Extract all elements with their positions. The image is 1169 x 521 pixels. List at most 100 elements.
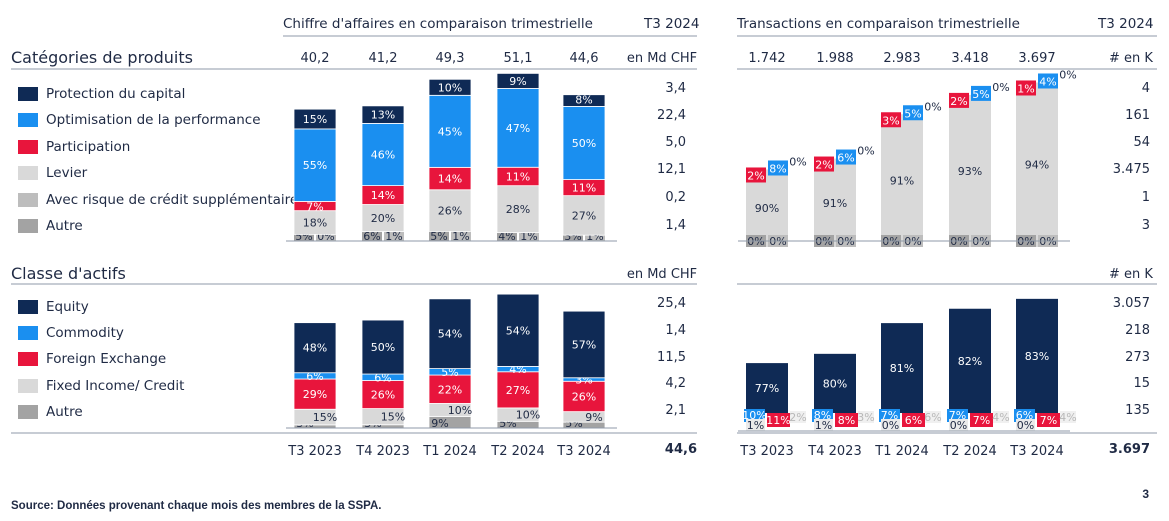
section-title-assets: Classe d'actifs: [11, 264, 126, 283]
unit-label-right-products: # en K: [1109, 51, 1153, 66]
bar-data-label: 7%: [973, 414, 990, 427]
bar-data-label: 13%: [371, 109, 395, 122]
latest-value-right-products: 54: [1133, 135, 1150, 150]
legend-label: Participation: [46, 139, 131, 155]
bar-data-label: 0%: [992, 81, 1009, 94]
bar-segment: [746, 419, 765, 431]
bar-data-label: 10%: [438, 81, 462, 94]
bar-segment: [293, 378, 337, 410]
bar-data-label: 54%: [438, 328, 462, 341]
total-label-right: 1.988: [816, 51, 853, 66]
bar-segment: [1060, 411, 1076, 423]
bar-data-label: 4%: [992, 411, 1009, 424]
bar-data-label: 48%: [303, 342, 327, 355]
bar-segment: [1038, 73, 1058, 89]
bar-segment: [1016, 298, 1058, 413]
x-axis-label-left: T2 2024: [490, 444, 544, 459]
bar-data-label: 15%: [303, 113, 327, 126]
bar-data-label: 1%: [452, 230, 469, 243]
legend-item: Autre: [18, 403, 83, 421]
bar-segment: [562, 380, 606, 413]
bar-segment: [881, 323, 923, 413]
bar-segment: [294, 230, 314, 241]
bar-data-label: 8%: [838, 414, 855, 427]
bar-data-label: 1%: [385, 230, 402, 243]
bar-data-label: 26%: [371, 389, 395, 402]
legend-item: Participation: [18, 138, 130, 156]
bar-data-label: 0%: [950, 419, 967, 432]
bar-segment: [814, 158, 856, 247]
legend-item: Commodity: [18, 324, 124, 342]
latest-value-left-products: 12,1: [657, 162, 686, 177]
bar-data-label: 7%: [881, 409, 898, 422]
bar-segment: [812, 409, 833, 422]
bar-data-label: 80%: [823, 377, 847, 390]
bar-data-label: 50%: [371, 341, 395, 354]
bar-data-label: 6%: [374, 371, 391, 384]
bar-data-label: 3%: [857, 411, 874, 424]
bar-data-label: 6%: [837, 152, 854, 165]
bar-segment: [993, 411, 1009, 423]
bar-segment: [746, 363, 788, 413]
bar-segment: [902, 413, 925, 427]
bar-data-label: 10%: [742, 409, 766, 422]
bar-data-label: 45%: [438, 125, 462, 138]
latest-value-left-assets: 11,5: [657, 350, 686, 365]
latest-value-left-products: 0,2: [665, 190, 686, 205]
bar-data-label: 10%: [448, 404, 472, 417]
bar-data-label: 18%: [303, 217, 327, 230]
bar-data-label: 1%: [815, 419, 832, 432]
bar-segment: [947, 409, 968, 422]
bar-data-label: 11%: [506, 170, 530, 183]
bar-segment: [428, 189, 472, 232]
bar-data-label: 4%: [1039, 75, 1056, 88]
bar-segment: [361, 105, 405, 124]
x-axis-label-right: T4 2023: [807, 444, 861, 459]
legend-swatch: [18, 166, 38, 180]
latest-value-right-assets: 135: [1125, 403, 1150, 418]
legend-swatch: [18, 113, 38, 127]
bar-segment: [949, 94, 991, 247]
bar-segment: [744, 409, 765, 422]
latest-value-right-assets: 273: [1125, 350, 1150, 365]
x-axis-label-right: T2 2024: [942, 444, 996, 459]
x-axis-label-left: T4 2023: [355, 444, 409, 459]
bar-segment: [562, 94, 606, 107]
bar-data-label: 8%: [814, 409, 831, 422]
latest-value-right-products: 161: [1125, 108, 1150, 123]
bar-segment: [746, 167, 766, 183]
bar-data-label: 8%: [769, 162, 786, 175]
bar-data-label: 22%: [438, 383, 462, 396]
legend-label: Commodity: [46, 325, 124, 341]
bar-data-label: 9%: [585, 411, 602, 424]
bar-data-label: 2%: [950, 95, 967, 108]
legend-item: Autre: [18, 217, 83, 235]
bar-data-label: 27%: [506, 384, 530, 397]
bar-segment: [316, 230, 336, 241]
bar-data-label: 4%: [1059, 411, 1076, 424]
x-axis-label-left: T3 2024: [556, 444, 610, 459]
bar-segment: [361, 380, 405, 409]
legend-item: Protection du capital: [18, 85, 185, 103]
bar-data-label: 15%: [381, 411, 405, 424]
bar-segment: [429, 230, 449, 241]
bar-segment: [814, 156, 834, 172]
bar-segment: [497, 230, 517, 241]
latest-value-right-products: 3: [1142, 218, 1150, 233]
legend-label: Equity: [46, 299, 89, 315]
bar-segment: [562, 195, 606, 236]
bar-segment: [1016, 82, 1058, 248]
bar-data-label: 57%: [572, 338, 596, 351]
total-label-right: 2.983: [883, 51, 920, 66]
latest-value-left-assets: 25,4: [657, 296, 686, 311]
legend-swatch: [18, 87, 38, 101]
latest-value-right-assets: 3.057: [1113, 296, 1150, 311]
bar-data-label: 2%: [789, 411, 806, 424]
bar-data-label: 0%: [1017, 419, 1034, 432]
bar-data-label: 26%: [572, 390, 596, 403]
bar-segment: [881, 112, 901, 128]
bar-segment: [384, 230, 404, 241]
latest-value-left-products: 5,0: [665, 135, 686, 150]
bar-segment: [1016, 80, 1036, 96]
latest-value-right-products: 1: [1142, 190, 1150, 205]
